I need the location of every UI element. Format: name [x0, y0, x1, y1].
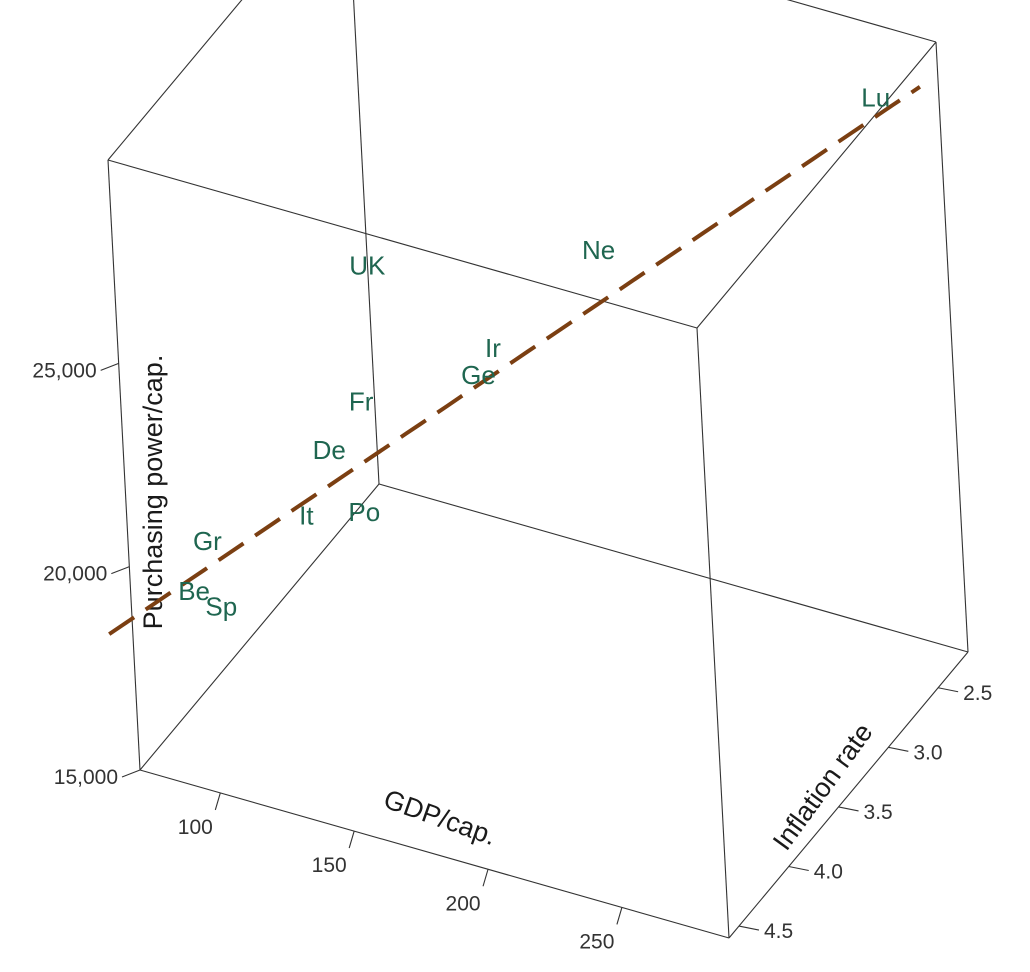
point-label-ne: Ne: [582, 235, 615, 265]
z-tick: [111, 566, 130, 575]
x-tick: [214, 792, 221, 811]
box-edge: [139, 483, 380, 771]
z-axis: Purchasing power/cap. 15,000 20,000 25,000: [32, 355, 168, 789]
point-label-it: It: [299, 501, 314, 531]
y-axis-title: Inflation rate: [767, 718, 879, 856]
x-axis-title: GDP/cap.: [380, 784, 500, 851]
y-axis: Inflation rate 2.5 3.0 3.5 4.0 4.5: [738, 682, 992, 943]
z-tick-label: 15,000: [54, 766, 118, 789]
point-label-gr: Gr: [193, 526, 222, 556]
z-tick: [121, 769, 141, 778]
x-tick: [616, 907, 623, 925]
z-tick: [100, 362, 119, 371]
y-tick-label: 4.5: [764, 920, 793, 943]
plot-box: [107, 0, 969, 939]
x-axis: GDP/cap. 100 150 200 250: [178, 784, 623, 953]
point-label-ge: Ge: [461, 360, 496, 390]
y-tick: [938, 687, 959, 693]
x-tick: [348, 830, 355, 849]
y-tick: [788, 865, 809, 872]
x-tick-label: 200: [446, 892, 481, 915]
box-edge: [728, 651, 969, 939]
box-edge: [107, 159, 141, 771]
box-edge: [786, 0, 937, 43]
point-label-lu: Lu: [861, 83, 890, 113]
box-edge: [696, 327, 730, 939]
box-edge: [107, 0, 243, 161]
x-tick-label: 100: [178, 816, 213, 839]
y-tick-label: 4.0: [814, 861, 843, 884]
point-label-sp: Sp: [205, 592, 237, 622]
x-tick: [482, 869, 489, 887]
box-edge: [107, 159, 698, 329]
y-tick: [838, 806, 859, 812]
y-tick-label: 3.0: [913, 741, 942, 764]
y-tick-label: 2.5: [963, 682, 992, 705]
point-label-be: Be: [178, 576, 210, 606]
point-label-fr: Fr: [349, 387, 374, 417]
x-tick-label: 150: [312, 854, 347, 877]
regression-line-group: [108, 85, 922, 636]
z-tick-label: 20,000: [43, 563, 107, 586]
y-tick: [888, 746, 909, 752]
x-tick-label: 250: [579, 930, 614, 953]
point-label-ir: Ir: [485, 333, 501, 363]
point-label-de: De: [313, 435, 346, 465]
box-edge: [353, 0, 380, 485]
point-label-po: Po: [348, 497, 380, 527]
point-label-uk: UK: [349, 251, 386, 281]
y-tick-label: 3.5: [864, 801, 893, 824]
z-tick-label: 25,000: [32, 359, 96, 382]
box-edge: [139, 769, 730, 939]
y-tick: [738, 925, 760, 931]
box-edge: [696, 41, 937, 329]
z-axis-title: Purchasing power/cap.: [138, 355, 168, 630]
box-edge: [378, 483, 969, 653]
box-edge: [935, 41, 969, 653]
regression-line: [108, 85, 922, 636]
